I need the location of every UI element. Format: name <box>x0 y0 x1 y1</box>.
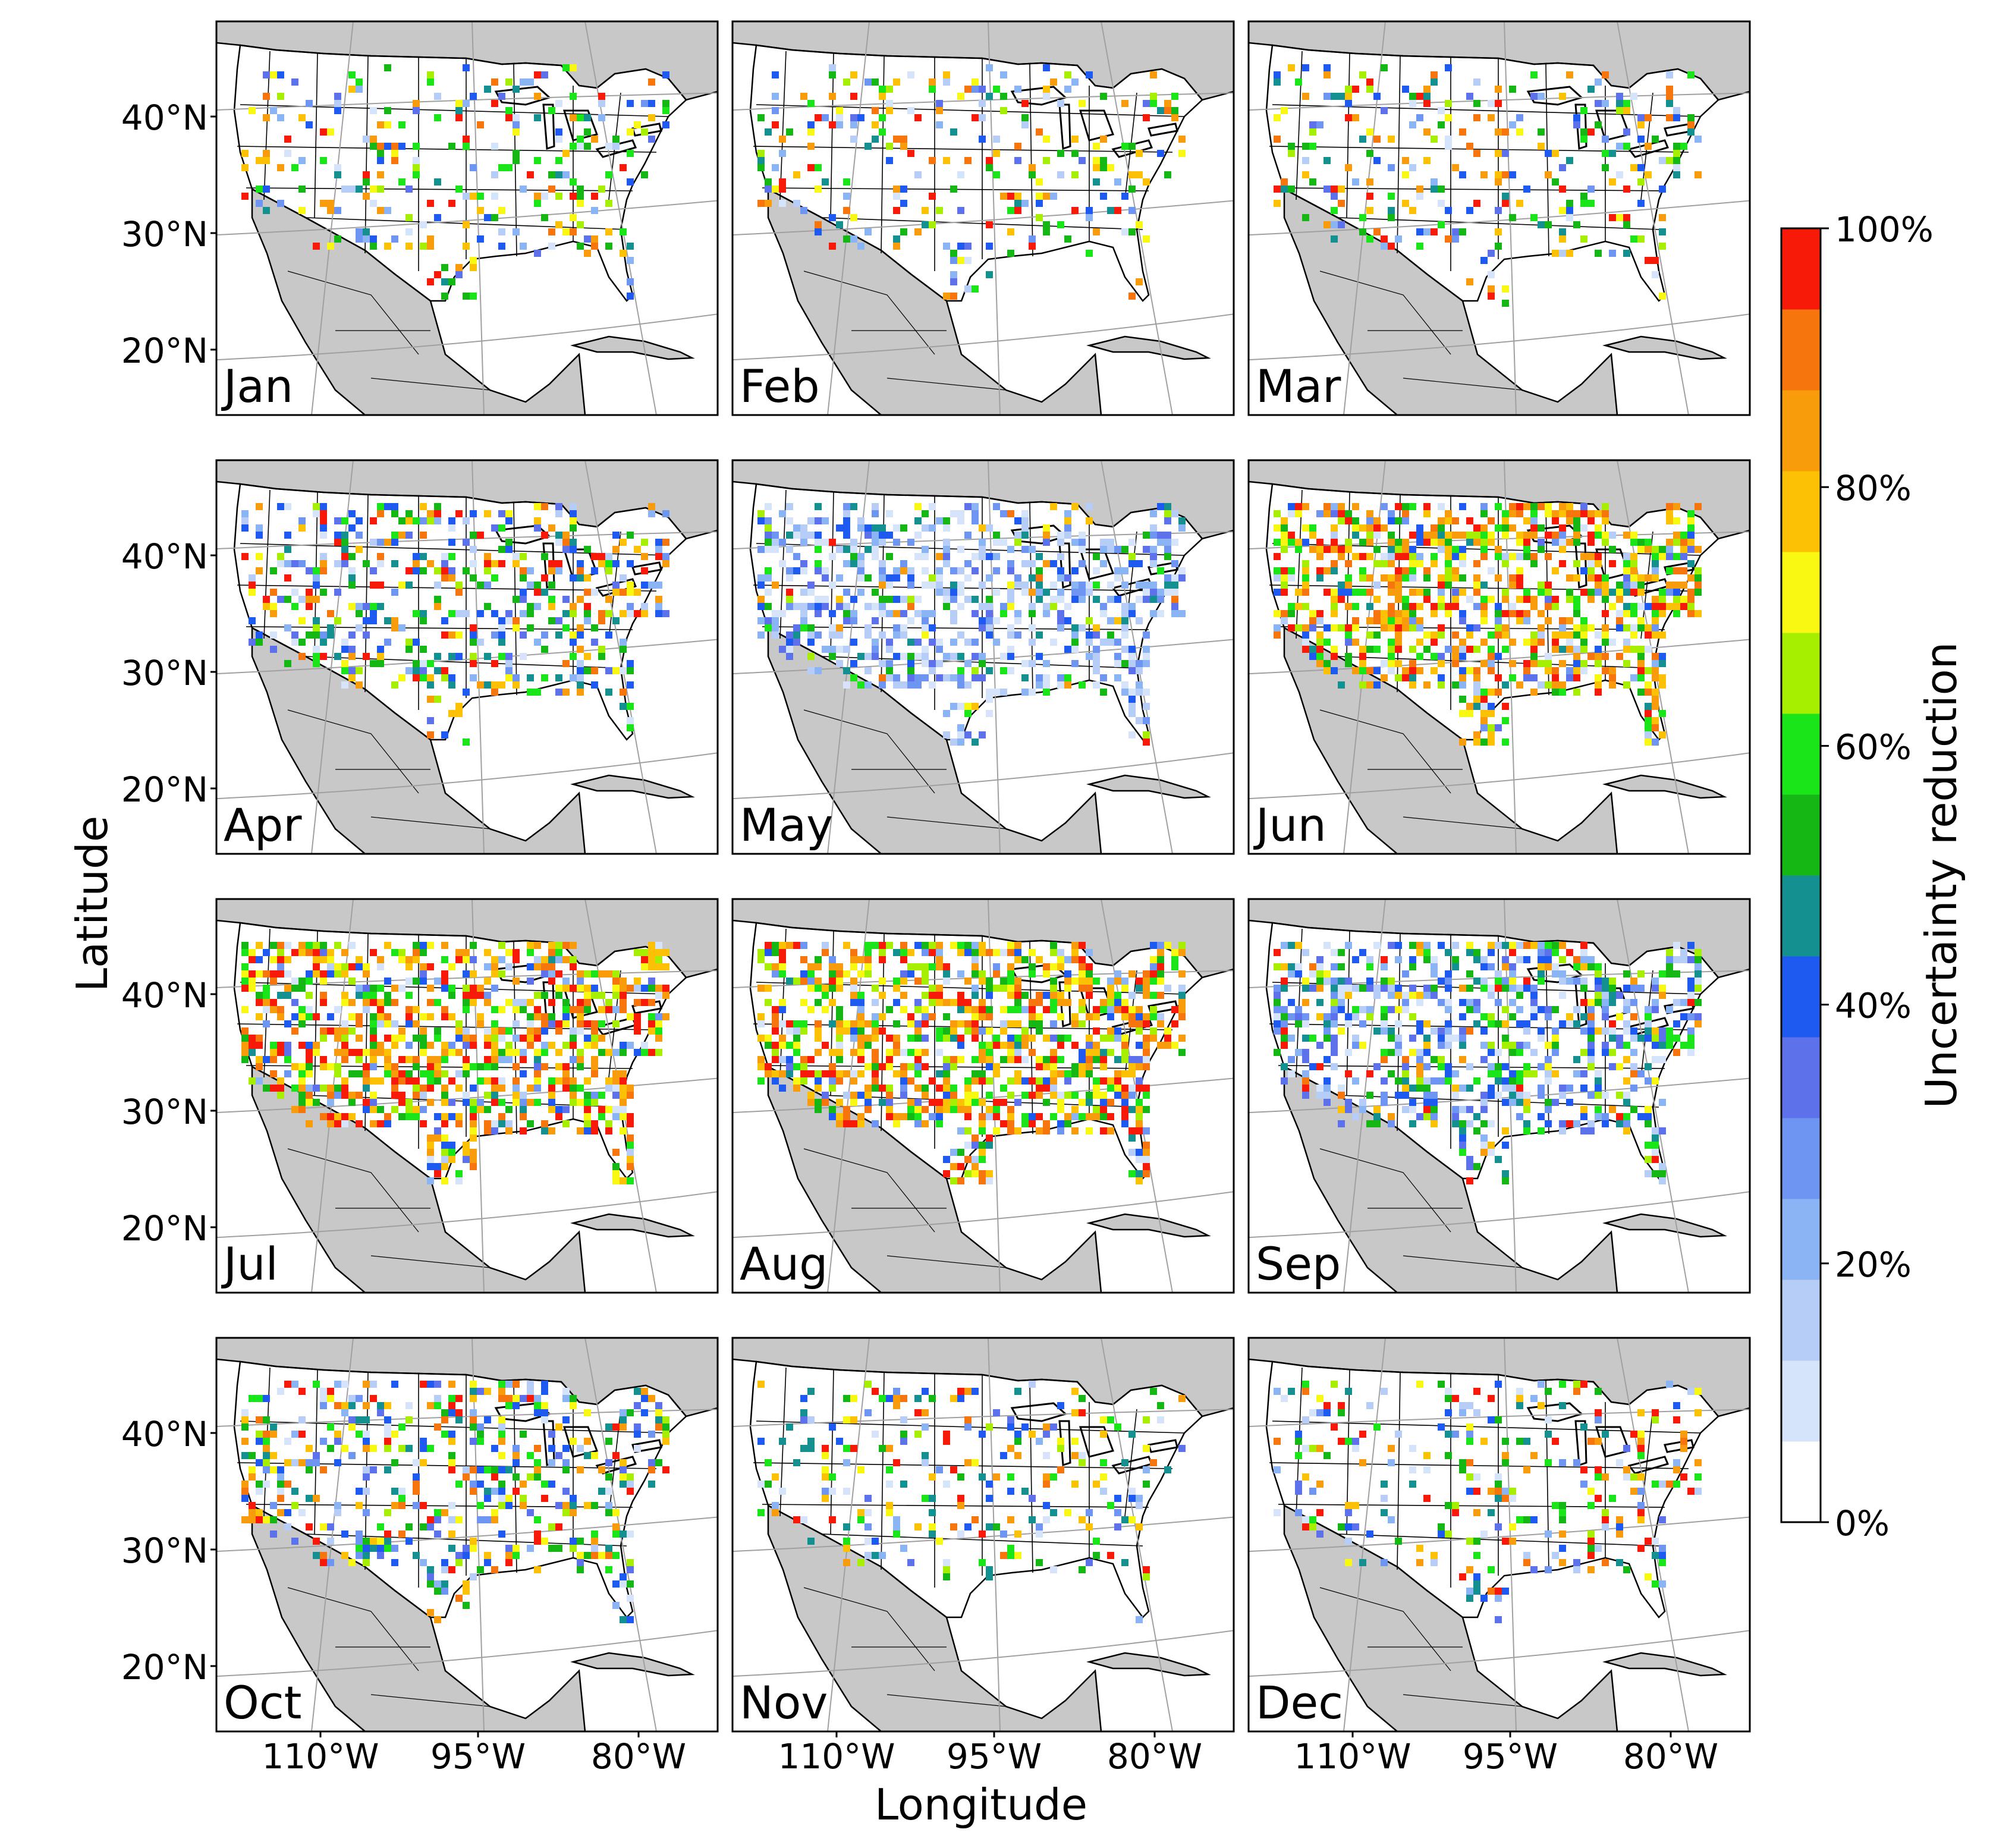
uncertainty-cells <box>757 1381 1186 1623</box>
colorbar-segment <box>1781 471 1821 552</box>
lat-tick-label: 20°N <box>121 1208 208 1249</box>
lat-tick-label: 40°N <box>121 98 208 138</box>
colorbar-tick-label: 20% <box>1835 1244 1912 1285</box>
map-panel-nov: Nov <box>731 1337 1235 1733</box>
uncertainty-cells <box>757 64 1186 300</box>
uncertainty-cells <box>241 1381 669 1623</box>
colorbar-tick-label: 0% <box>1835 1503 1890 1544</box>
lon-tick-label: 95°W <box>1463 1736 1558 1777</box>
panel-label: Jul <box>221 1237 278 1290</box>
x-axis-label: Longitude <box>875 1780 1087 1830</box>
lat-tick-label: 40°N <box>121 975 208 1016</box>
panel-label: May <box>740 799 833 851</box>
colorbar-segment <box>1781 1441 1821 1523</box>
lat-tick-label: 40°N <box>121 1414 208 1454</box>
uncertainty-cells <box>1274 942 1702 1184</box>
lon-tick-label: 95°W <box>430 1736 526 1777</box>
panel-label: Feb <box>740 360 820 413</box>
map-panel-oct: Oct <box>215 1337 719 1733</box>
lat-tick-label: 30°N <box>121 214 208 254</box>
uncertainty-cells <box>1274 1381 1702 1623</box>
uncertainty-cells <box>241 942 669 1184</box>
lon-tick-label: 80°W <box>591 1736 686 1777</box>
uncertainty-cells <box>1274 64 1702 307</box>
lat-tick-label: 20°N <box>121 331 208 371</box>
map-panel-jul: Jul <box>215 898 719 1294</box>
panel-label: Jun <box>1253 799 1326 851</box>
map-panel-jun: Jun <box>1247 459 1751 855</box>
map-panel-aug: Aug <box>731 898 1235 1294</box>
lat-tick-label: 40°N <box>121 536 208 577</box>
colorbar-segment <box>1781 714 1821 795</box>
panel-label: Oct <box>224 1676 301 1729</box>
colorbar-segment <box>1781 390 1821 472</box>
colorbar-segment <box>1781 1037 1821 1118</box>
uncertainty-cells <box>757 503 1186 746</box>
panel-label: Dec <box>1256 1676 1343 1729</box>
lat-tick-label: 30°N <box>121 1092 208 1132</box>
panel-label: Jan <box>221 360 293 413</box>
uncertainty-cells <box>241 64 669 300</box>
colorbar-segment <box>1781 794 1821 876</box>
colorbar-segment <box>1781 956 1821 1038</box>
colorbar-segment <box>1781 309 1821 391</box>
colorbar-segment <box>1781 875 1821 957</box>
lon-tick-label: 80°W <box>1107 1736 1202 1777</box>
map-panel-dec: Dec <box>1247 1337 1751 1733</box>
colorbar-tick-label: 60% <box>1835 727 1912 767</box>
colorbar-segment <box>1781 228 1821 310</box>
colorbar-tick-label: 40% <box>1835 986 1912 1026</box>
lon-tick-label: 110°W <box>1294 1736 1411 1777</box>
colorbar-segment <box>1781 1280 1821 1361</box>
colorbar-label: Uncertainty reduction <box>1916 642 1966 1109</box>
panel-label: Sep <box>1256 1237 1341 1290</box>
colorbar-segment <box>1781 1199 1821 1280</box>
map-panel-apr: Apr <box>215 459 719 855</box>
lon-tick-label: 80°W <box>1623 1736 1718 1777</box>
panel-label: Mar <box>1256 360 1341 413</box>
panel-label: Apr <box>224 799 302 851</box>
map-panel-sep: Sep <box>1247 898 1751 1294</box>
lat-tick-label: 30°N <box>121 653 208 693</box>
uncertainty-cells <box>757 942 1186 1184</box>
lon-tick-label: 95°W <box>947 1736 1042 1777</box>
colorbar: 100% 80% 60% 40% 20% 0% Uncertainty reduction <box>1780 209 1966 1544</box>
colorbar-tick-label: 100% <box>1835 209 1934 250</box>
lon-tick-label: 110°W <box>778 1736 895 1777</box>
map-panel-may: May <box>731 459 1235 855</box>
y-axis-label: Latitude <box>67 816 117 992</box>
lon-tick-label: 110°W <box>262 1736 379 1777</box>
panel-label: Aug <box>740 1237 828 1290</box>
lat-tick-label: 20°N <box>121 769 208 810</box>
colorbar-segment <box>1781 552 1821 633</box>
map-panel-jan: Jan <box>215 20 719 416</box>
colorbar-segment <box>1781 1118 1821 1199</box>
uncertainty-cells <box>1274 503 1702 746</box>
colorbar-segment <box>1781 1360 1821 1442</box>
uncertainty-cells <box>241 503 669 746</box>
lat-tick-label: 30°N <box>121 1530 208 1571</box>
colorbar-segment <box>1781 633 1821 714</box>
colorbar-tick-label: 80% <box>1835 468 1912 508</box>
lat-tick-label: 20°N <box>121 1647 208 1687</box>
map-panel-feb: Feb <box>731 20 1235 416</box>
panel-label: Nov <box>740 1676 828 1729</box>
map-panel-mar: Mar <box>1247 20 1751 416</box>
